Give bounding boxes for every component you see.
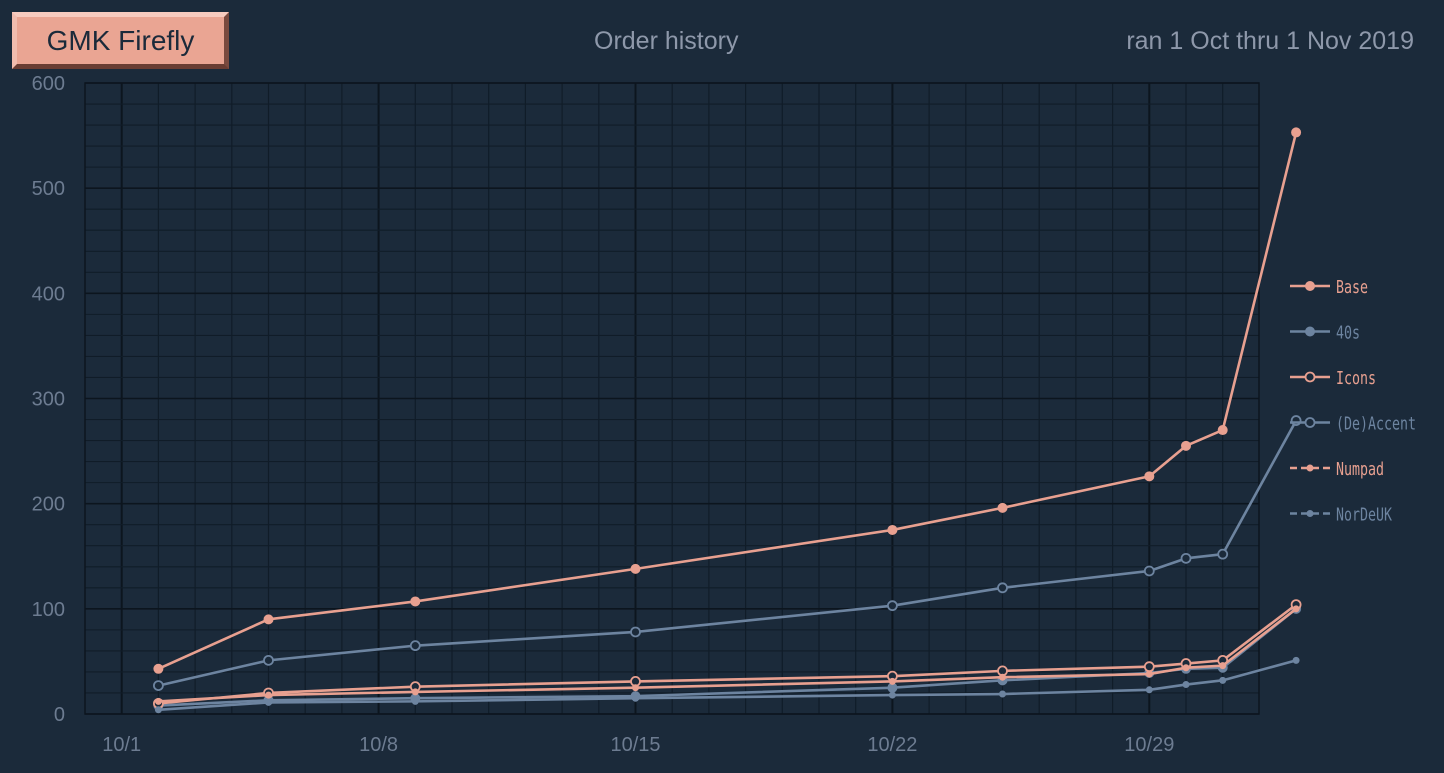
y-tick-label: 0: [54, 704, 65, 726]
data-point-de-accent: [997, 582, 1008, 594]
legend-label-nordeuk: NorDeUK: [1336, 505, 1392, 526]
y-tick-label: 600: [32, 73, 65, 95]
data-point-nordeuk: [999, 690, 1006, 698]
legend-label-de-accent: (De)Accent: [1336, 414, 1416, 435]
legend-label-base: Base: [1336, 277, 1368, 298]
x-tick-label: 10/8: [359, 734, 398, 756]
data-point-base: [1181, 440, 1191, 451]
data-point-numpad: [265, 691, 272, 699]
plot-frame: [84, 82, 1260, 715]
data-point-base: [997, 502, 1008, 513]
data-point-nordeuk: [265, 698, 272, 706]
legend-label-40s: 40s: [1336, 323, 1360, 344]
data-point-numpad: [411, 688, 419, 696]
series-line-40s: [158, 607, 1297, 707]
data-point-de-accent: [887, 600, 898, 612]
data-point-40s: [887, 682, 898, 693]
series-line-base: [157, 132, 1298, 670]
data-point-nordeuk: [411, 697, 419, 705]
data-point-base: [887, 524, 898, 535]
data-point-numpad: [1219, 662, 1227, 670]
data-point-base: [1144, 471, 1155, 482]
x-tick-label: 10/15: [610, 734, 660, 756]
x-tick-label: 10/29: [1124, 734, 1174, 756]
chart-subtitle: ran 1 Oct thru 1 Nov 2019: [1126, 27, 1414, 55]
series-line-icons: [158, 603, 1297, 705]
y-tick-label: 400: [32, 283, 65, 305]
data-point-nordeuk: [1182, 681, 1190, 689]
legend-marker-numpad: [1306, 464, 1314, 472]
data-point-nordeuk: [154, 706, 162, 714]
data-point-de-accent: [1217, 548, 1229, 560]
data-point-numpad: [154, 697, 162, 705]
y-tick-label: 200: [32, 494, 65, 516]
data-point-numpad: [888, 677, 896, 685]
data-point-numpad: [999, 673, 1006, 681]
data-point-de-accent: [1143, 565, 1155, 577]
data-point-de-accent: [630, 626, 641, 638]
data-point-de-accent: [152, 680, 164, 692]
y-tick-label: 300: [32, 389, 65, 411]
set-name-badge: GMK Firefly: [12, 12, 229, 69]
legend-marker-40s: [1305, 326, 1315, 337]
legend-label-icons: Icons: [1336, 368, 1376, 389]
data-point-base: [1291, 127, 1302, 138]
series-line-nordeuk: [158, 659, 1297, 712]
x-tick-label: 10/1: [102, 734, 141, 756]
legend-marker-nordeuk: [1306, 510, 1314, 517]
data-point-base: [630, 563, 641, 574]
legend-marker-icons: [1304, 371, 1316, 383]
data-point-base: [1217, 425, 1228, 436]
data-point-icons: [1143, 661, 1155, 673]
data-point-de-accent: [1180, 552, 1192, 564]
data-point-numpad: [632, 684, 639, 692]
data-point-base: [153, 663, 164, 674]
data-point-nordeuk: [1145, 686, 1153, 694]
series-line-de-accent: [158, 419, 1298, 687]
legend-marker-de-accent: [1304, 417, 1316, 428]
y-tick-label: 100: [32, 599, 65, 621]
data-point-nordeuk: [632, 694, 639, 702]
data-point-nordeuk: [888, 691, 896, 699]
data-point-numpad: [1292, 605, 1300, 613]
data-point-de-accent: [409, 640, 421, 652]
data-point-base: [410, 596, 421, 607]
chart-title: Order history: [594, 27, 739, 55]
data-point-numpad: [1182, 664, 1190, 672]
data-point-base: [263, 614, 274, 625]
series-line-numpad: [158, 607, 1297, 703]
data-point-nordeuk: [1219, 676, 1227, 684]
x-tick-label: 10/22: [867, 734, 917, 756]
data-point-nordeuk: [1292, 656, 1300, 664]
legend-label-numpad: Numpad: [1336, 459, 1384, 480]
y-tick-label: 500: [32, 178, 65, 200]
data-point-de-accent: [263, 654, 274, 666]
legend-marker-base: [1305, 281, 1315, 291]
data-point-numpad: [1145, 670, 1153, 678]
